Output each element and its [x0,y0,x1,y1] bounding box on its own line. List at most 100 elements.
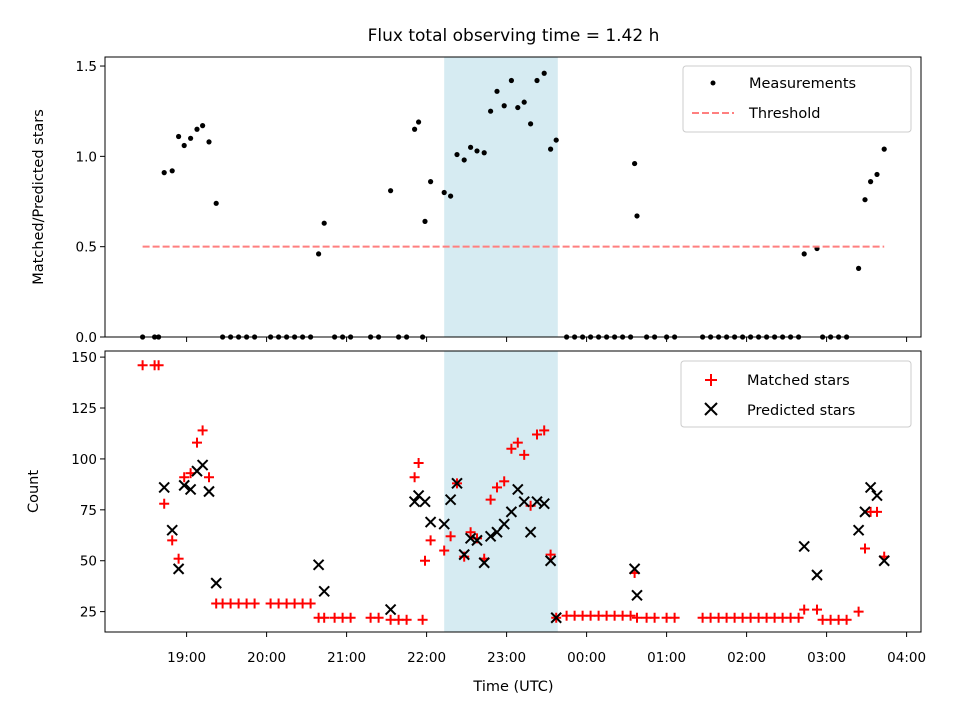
observing-time-span [444,57,558,337]
matched-stars-point [872,506,882,517]
predicted-stars-point [811,569,823,581]
matched-stars-point [305,598,316,609]
count-legend-box [680,360,912,428]
measurements-point [428,179,434,185]
predicted-stars-point [438,518,450,530]
y-tick-label: 100 [71,452,97,468]
x-tick-label: 19:00 [167,650,206,666]
predicted-stars-point [158,481,170,494]
matched-stars-point [485,494,496,505]
matched-stars-point [319,612,330,623]
x-tick-label: 00:00 [567,650,606,666]
matched-stars-point [179,472,190,483]
measurements-point [206,139,212,145]
y-tick-label: 150 [71,350,97,366]
y-tick-label: 50 [80,554,97,570]
x-tick-label: 22:00 [407,650,446,666]
matched-stars-point [853,606,864,617]
measurements-point [862,197,868,203]
x-tick-label: 01:00 [647,650,686,666]
matched-stars-point [249,598,260,609]
predicted-stars-point [538,498,550,510]
ratio-y-axis-label: Matched/Predicted stars [31,109,47,285]
measurements-point [634,213,640,219]
predicted-stars-point [864,481,877,494]
matched-stars-point [649,612,660,623]
predicted-stars-point [196,459,209,471]
matched-stars-point [492,482,502,493]
matched-stars-point [425,535,436,546]
measurements-point [422,218,428,224]
predicted-stars-point [478,557,490,569]
count-x-ticks: 19:00 20:00 21:00 22:00 23:00 00:00 01:00 02:00… [167,632,926,666]
measurements-point [801,251,807,257]
x-axis-label: Time (UTC) [472,679,553,695]
predicted-stars-point [178,479,190,492]
measurements-point [321,220,327,226]
matched-stars-point [439,545,450,556]
measurements-point [553,137,559,143]
x-tick-label: 04:00 [887,650,926,666]
measurements-point [494,88,500,94]
measurements-point [188,135,194,141]
matched-stars-point [401,614,412,625]
predicted-stars-point [471,534,483,547]
predicted-stars-point [384,603,397,616]
count-y-axis-label: Count [26,470,42,513]
predicted-stars-point [408,495,421,508]
matched-stars-point [812,604,822,615]
measurements-point [474,148,480,154]
measurements-point [461,157,467,163]
x-tick-label: 02:00 [727,650,766,666]
predicted-stars-point [210,577,222,589]
measurements-point [200,123,206,129]
matched-stars-point [793,612,804,623]
y-tick-label: 1.0 [76,149,97,165]
measurements-point [412,126,418,132]
measurements-point [181,142,187,149]
matched-stars-point [345,612,356,623]
predicted-stars-point [498,518,510,530]
predicted-stars-point [419,495,431,508]
predicted-stars-point [484,530,497,543]
legend-matched-label: Matched stars [747,373,850,389]
measurements-point [534,77,540,84]
predicted-stars-point [871,489,883,502]
legend-measurements-marker [710,80,716,86]
matched-stars-point [409,472,420,483]
predicted-stars-point [852,524,865,536]
measurements-point [388,188,394,194]
chart-title: Flux total observing time = 1.42 h [368,26,660,46]
observing-time-span-lower [444,351,558,632]
count-axes-frame [104,350,922,633]
matched-stars-point [799,604,810,615]
measurements-point [874,171,880,178]
predicted-stars-point [631,589,643,602]
count-marks [137,360,890,625]
measurements-point [548,146,554,152]
predicted-stars-point [458,548,470,561]
count-y-ticks: 25 50 75 100 125 150 [71,350,105,621]
matched-stars-point [519,449,530,460]
x-tick-label: 03:00 [807,650,846,666]
matched-stars-point [499,476,510,487]
predicted-stars-point [318,585,330,597]
measurements-point [454,151,460,158]
measurements-point [528,121,534,127]
legend-threshold-label: Threshold [748,106,820,122]
y-tick-label: 0.0 [76,330,97,346]
matched-stars-point [373,612,384,623]
y-tick-label: 125 [71,401,97,417]
y-tick-label: 75 [80,503,97,519]
matched-stars-point [625,610,636,621]
measurements-point [169,168,175,174]
x-tick-label: 20:00 [247,650,286,666]
measurements-point [213,200,219,206]
predicted-stars-point [172,563,185,575]
matched-stars-point [632,612,642,623]
legend-measurements-label: Measurements [749,76,856,92]
predicted-stars-point [444,493,457,506]
ratio-legend-box [682,65,912,133]
measurements-point [441,189,447,196]
measurements-point [881,146,887,152]
